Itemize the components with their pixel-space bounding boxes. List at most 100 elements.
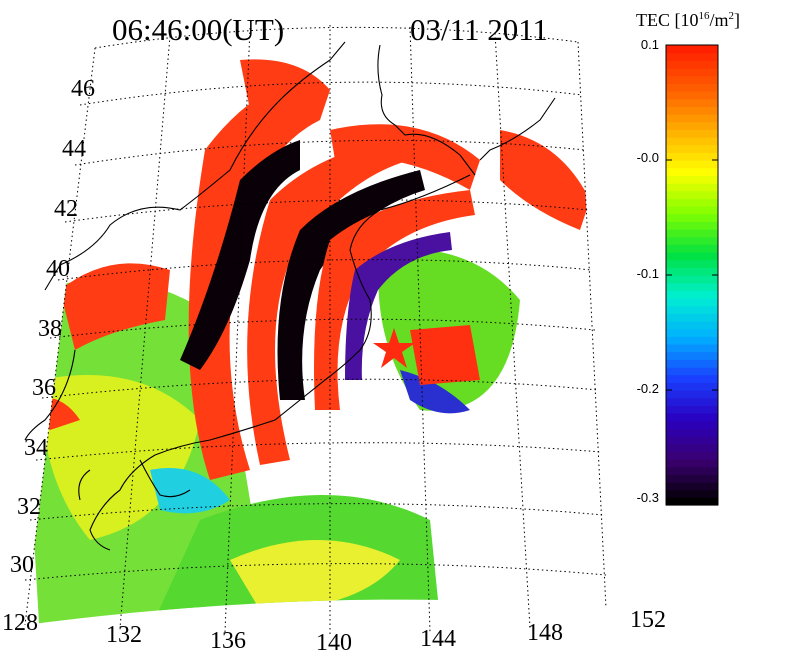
colorbar-stripe: [666, 167, 718, 176]
colorbar-stripe: [666, 160, 718, 169]
colorbar-stripe: [666, 351, 718, 360]
longitude-label: 140: [316, 630, 352, 656]
colorbar-stripe: [666, 236, 718, 245]
colorbar-stripe: [666, 52, 718, 61]
colorbar-stripe: [666, 428, 718, 437]
colorbar-stripe: [666, 459, 718, 468]
colorbar-stripe: [666, 466, 718, 475]
latitude-label: 42: [54, 196, 78, 222]
colorbar-stripe: [666, 367, 718, 376]
colorbar-stripe: [666, 190, 718, 199]
colorbar-stripe: [666, 436, 718, 445]
colorbar-stripe: [666, 175, 718, 184]
colorbar-stripe: [666, 244, 718, 253]
colorbar-stripe: [666, 91, 718, 100]
tec-field-cyan: [150, 468, 230, 514]
time-label: 06:46:00(UT): [112, 12, 285, 47]
longitude-label: 148: [527, 620, 563, 646]
wave-band-red-3: [314, 190, 475, 410]
colorbar-tick-label: -0.2: [636, 381, 659, 396]
longitude-label: 128: [2, 610, 38, 636]
colorbar-stripe: [666, 183, 718, 192]
colorbar-stripe: [666, 229, 718, 238]
wave-band-black-2: [277, 170, 425, 400]
colorbar-stripe: [666, 221, 718, 230]
colorbar-stripe: [666, 213, 718, 222]
latitude-label: 40: [46, 256, 70, 282]
date-label: 03/11 2011: [410, 12, 549, 47]
colorbar-stripe: [666, 489, 718, 498]
colorbar-stripe: [666, 405, 718, 414]
colorbar-tick-label: -0.3: [636, 490, 659, 505]
longitude-label: 144: [420, 626, 456, 652]
colorbar-stripe: [666, 497, 718, 506]
wave-band-red-north: [240, 59, 330, 120]
colorbar-title: TEC [1016/m2]: [636, 10, 741, 30]
colorbar-stripe: [666, 305, 718, 314]
colorbar-stripe: [666, 382, 718, 391]
colorbar-stripe: [666, 474, 718, 483]
wave-band-west-red: [60, 263, 170, 350]
coastline: [24, 41, 556, 551]
latitude-label: 38: [38, 316, 62, 342]
latitude-label: 30: [10, 552, 34, 578]
epicenter-star-icon: [373, 328, 415, 368]
colorbar-stripe: [666, 137, 718, 146]
wave-band-black-1: [180, 140, 300, 370]
colorbar-stripe: [666, 68, 718, 77]
colorbar-stripe: [666, 259, 718, 268]
latitude-label: 46: [71, 76, 95, 102]
longitude-label: 136: [210, 628, 246, 654]
colorbar: [665, 44, 719, 506]
colorbar-stripe: [666, 321, 718, 330]
colorbar-tick-label: 0.1: [640, 37, 659, 52]
colorbar-stripe: [666, 390, 718, 399]
colorbar-stripe: [666, 451, 718, 460]
latitude-label: 34: [24, 435, 48, 461]
colorbar-tick-label: -0.0: [636, 150, 659, 165]
colorbar-stripe: [666, 252, 718, 261]
wave-band-red-2: [247, 140, 410, 465]
colorbar-tick-label: -0.1: [636, 266, 659, 281]
colorbar-stripe: [666, 336, 718, 345]
colorbar-stripe: [666, 106, 718, 115]
colorbar-stripe: [666, 129, 718, 138]
colorbar-stripe: [666, 98, 718, 107]
colorbar-stripe: [666, 482, 718, 491]
tec-field-yellow-south: [230, 540, 400, 610]
wave-band-red-1: [188, 80, 320, 480]
latitude-label: 44: [62, 136, 86, 162]
colorbar-stripe: [666, 413, 718, 422]
colorbar-stripe: [666, 75, 718, 84]
colorbar-stripe: [666, 344, 718, 353]
colorbar-stripe: [666, 359, 718, 368]
colorbar-stripe: [666, 420, 718, 429]
colorbar-stripe: [666, 198, 718, 207]
colorbar-stripe: [666, 290, 718, 299]
colorbar-stripe: [666, 282, 718, 291]
longitude-label: 152: [630, 607, 666, 633]
colorbar-stripe: [666, 144, 718, 153]
graticule: [24, 25, 607, 635]
colorbar-stripe: [666, 313, 718, 322]
colorbar-stripe: [666, 152, 718, 161]
tec-field-east-blue: [400, 370, 470, 414]
colorbar-stripe: [666, 298, 718, 307]
tec-field: [25, 59, 590, 626]
colorbar-stripe: [666, 121, 718, 130]
colorbar-stripe: [666, 443, 718, 452]
colorbar-stripe: [666, 83, 718, 92]
colorbar-stripe: [666, 275, 718, 284]
colorbar-stripe: [666, 114, 718, 123]
wave-band-purple-3: [345, 232, 452, 380]
colorbar-stripe: [666, 397, 718, 406]
wave-band-ne-red: [500, 130, 590, 230]
colorbar-stripe: [666, 45, 718, 54]
colorbar-stripe: [666, 206, 718, 215]
colorbar-stripe: [666, 267, 718, 276]
tec-field-east-red: [410, 325, 480, 385]
colorbar-stripe: [666, 60, 718, 69]
latitude-label: 36: [32, 375, 56, 401]
latitude-label: 32: [17, 494, 41, 520]
